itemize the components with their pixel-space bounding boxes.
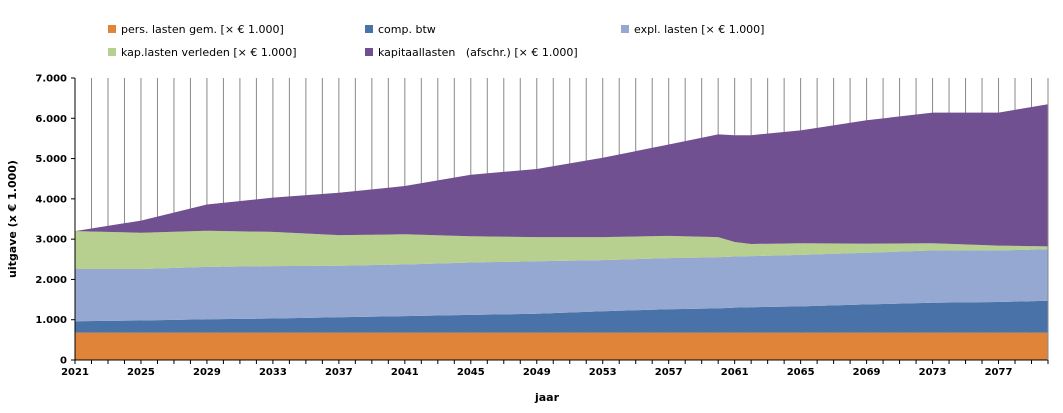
x-axis-title: jaar	[534, 391, 560, 404]
y-tick-label: 2.000	[35, 275, 67, 286]
area-series-3	[75, 230, 1048, 269]
legend-swatch-expl-lasten	[621, 25, 629, 33]
x-tick-label: 2053	[589, 367, 617, 378]
x-tick-label: 2037	[325, 367, 353, 378]
legend-swatch-comp-btw	[365, 25, 373, 33]
legend-item-comp-btw: comp. btw	[351, 9, 436, 51]
area-series-4	[75, 104, 1048, 247]
legend-swatch-kap-lasten-verleden	[108, 48, 116, 56]
x-tick-label: 2073	[919, 367, 947, 378]
legend-item-kapitaallasten: kapitaallasten (afschr.) [× € 1.000]	[351, 32, 578, 74]
x-tick-label: 2069	[853, 367, 881, 378]
x-tick-label: 2061	[721, 367, 749, 378]
x-tick-label: 2033	[259, 367, 287, 378]
legend-item-pers-lasten: pers. lasten gem. [× € 1.000]	[94, 9, 284, 51]
y-axis-title: uitgave (x € 1.000)	[6, 160, 19, 278]
legend-item-kap-lasten-verleden: kap.lasten verleden [× € 1.000]	[94, 32, 297, 74]
x-tick-label: 2021	[61, 367, 89, 378]
x-tick-labels: 2021 2025 2029 2033 2037 2041 2045 2049 2053 2057…	[61, 367, 1012, 378]
area-series-2	[75, 249, 1048, 322]
x-tick-label: 2049	[523, 367, 551, 378]
legend-label-expl-lasten: expl. lasten [× € 1.000]	[634, 23, 765, 36]
y-tick-labels: 0 1.000 2.000 3.000 4.000 5.000 6.000 7.000	[35, 74, 67, 367]
y-tick-label: 6.000	[35, 114, 67, 125]
y-tick-label: 0	[60, 356, 67, 367]
chart-legend: pers. lasten gem. [× € 1.000] comp. btw …	[0, 0, 1063, 59]
y-tick-label: 3.000	[35, 235, 67, 246]
chart-axes	[71, 77, 1049, 364]
legend-label-pers-lasten: pers. lasten gem. [× € 1.000]	[121, 23, 284, 36]
x-tick-label: 2041	[391, 367, 419, 378]
legend-label-comp-btw: comp. btw	[378, 23, 436, 36]
legend-swatch-pers-lasten	[108, 25, 116, 33]
x-tick-label: 2057	[655, 367, 683, 378]
y-tick-label: 5.000	[35, 154, 67, 165]
area-series	[75, 104, 1048, 360]
y-tick-label: 4.000	[35, 194, 67, 205]
x-tick-label: 2077	[985, 367, 1013, 378]
area-series-1	[75, 300, 1048, 333]
y-tick-label: 7.000	[35, 74, 67, 85]
legend-label-kapitaallasten: kapitaallasten (afschr.) [× € 1.000]	[378, 46, 578, 59]
legend-swatch-kapitaallasten	[365, 48, 373, 56]
x-tick-label: 2029	[193, 367, 221, 378]
area-series-0	[75, 332, 1048, 360]
x-tick-label: 2045	[457, 367, 485, 378]
x-tick-label: 2065	[787, 367, 815, 378]
y-tick-label: 1.000	[35, 315, 67, 326]
legend-label-kap-lasten-verleden: kap.lasten verleden [× € 1.000]	[121, 46, 297, 59]
legend-item-expl-lasten: expl. lasten [× € 1.000]	[607, 9, 764, 51]
x-tick-label: 2025	[127, 367, 155, 378]
